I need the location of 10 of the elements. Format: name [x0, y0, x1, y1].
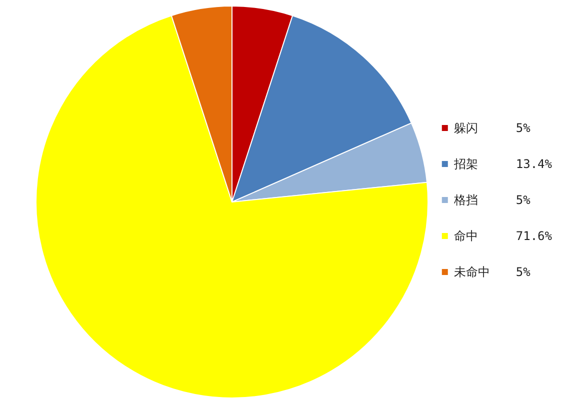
data-label: 71.6% [516, 229, 553, 243]
legend-label: 格挡 [452, 193, 478, 207]
data-label: 13.4% [516, 157, 553, 171]
legend-label: 招架 [452, 157, 478, 171]
legend-label: 命中 [454, 229, 478, 243]
data-label: 5% [516, 193, 532, 207]
data-label: 5% [516, 265, 532, 279]
legend-label: 躲闪 [454, 121, 478, 135]
legend-label: 未命中 [454, 265, 490, 279]
data-label: 5% [516, 121, 532, 135]
